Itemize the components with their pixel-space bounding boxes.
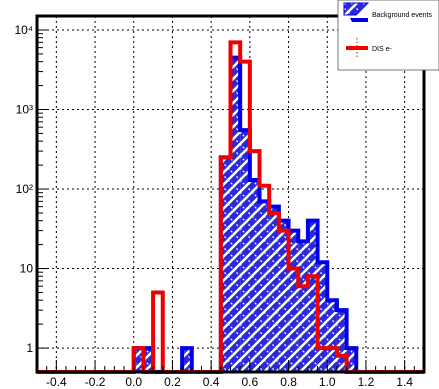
background-bar-27 bbox=[298, 241, 308, 372]
x-tick-label-1: -0.2 bbox=[85, 375, 106, 389]
background-bar-28 bbox=[307, 220, 318, 372]
x-tick-label-5: 0.6 bbox=[242, 375, 259, 389]
legend-label-dis: DIS e- bbox=[372, 46, 393, 53]
background-bar-23 bbox=[259, 201, 270, 372]
x-tick-label-4: 0.4 bbox=[203, 375, 220, 389]
x-tick-label-7: 1.0 bbox=[319, 375, 336, 389]
background-bar-10 bbox=[133, 348, 144, 372]
axis-tick-labels: -0.4 -0.2 0.0 0.2 0.4 0.6 0.8 1.0 1.2 1.4 1 10 10² 10… bbox=[14, 23, 413, 389]
background-bar-21 bbox=[240, 130, 250, 372]
background-bar-11 bbox=[143, 348, 154, 372]
x-tick-label-9: 1.4 bbox=[396, 375, 413, 389]
background-bar-30 bbox=[327, 300, 337, 372]
background-bar-15 bbox=[182, 348, 192, 372]
background-bar-32 bbox=[346, 348, 357, 372]
background-bar-29 bbox=[317, 262, 328, 372]
legend-swatch-background-lower bbox=[350, 18, 368, 22]
legend-entry-background: Background events bbox=[343, 2, 432, 22]
x-tick-label-6: 0.8 bbox=[280, 375, 297, 389]
background-bar-26 bbox=[288, 230, 299, 372]
legend: Background events DIS e- bbox=[337, 0, 439, 71]
x-tick-label-0: -0.4 bbox=[46, 375, 67, 389]
x-tick-label-3: 0.2 bbox=[164, 375, 181, 389]
x-tick-label-8: 1.2 bbox=[358, 375, 375, 389]
background-bars bbox=[133, 57, 357, 372]
background-bar-24 bbox=[269, 206, 279, 372]
y-tick-label-3: 10³ bbox=[16, 103, 33, 117]
y-tick-label-1: 10 bbox=[20, 262, 34, 276]
y-tick-label-2: 10² bbox=[16, 182, 33, 196]
background-bar-25 bbox=[278, 220, 289, 372]
background-bar-20 bbox=[230, 57, 241, 372]
legend-label-background: Background events bbox=[372, 12, 432, 19]
y-tick-label-4: 10⁴ bbox=[14, 23, 33, 37]
axis-ticks bbox=[36, 29, 425, 372]
legend-swatch-background bbox=[343, 2, 370, 16]
background-bar-31 bbox=[336, 310, 347, 372]
background-bar-22 bbox=[249, 179, 260, 372]
y-tick-label-0: 1 bbox=[26, 341, 33, 355]
legend-entry-dis: DIS e- bbox=[346, 38, 393, 58]
x-tick-label-2: 0.0 bbox=[125, 375, 142, 389]
background-bar-19 bbox=[220, 157, 231, 372]
